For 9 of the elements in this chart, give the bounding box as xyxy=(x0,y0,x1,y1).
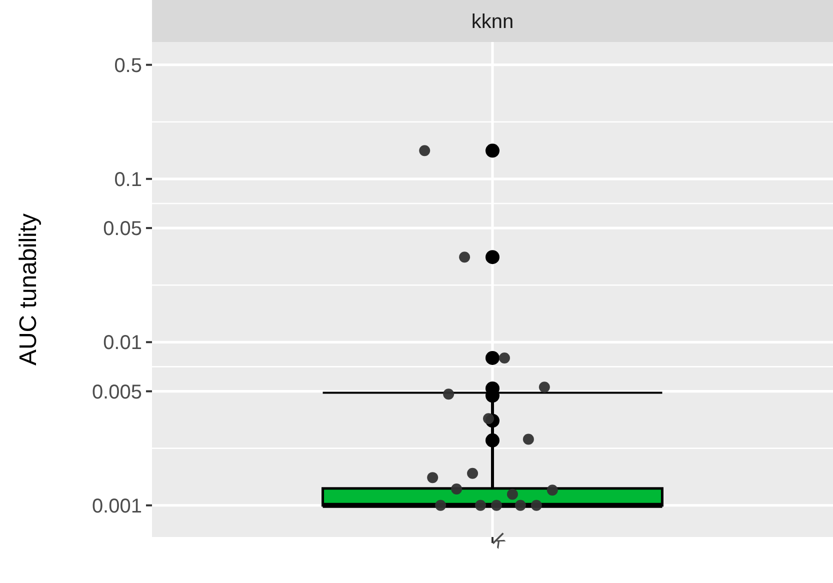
y-tick-label: 0.05 xyxy=(103,218,142,240)
chart-title: kknn xyxy=(471,11,514,33)
y-tick-label: 0.005 xyxy=(92,381,142,404)
y-tick-label: 0.5 xyxy=(114,54,142,77)
y-tick-label: 0.1 xyxy=(114,168,142,191)
y-tick-label: 0.01 xyxy=(103,332,142,354)
x-tick-label: k xyxy=(488,530,512,554)
y-axis-title: AUC tunability xyxy=(15,213,42,366)
y-tick-label: 0.001 xyxy=(92,495,142,518)
